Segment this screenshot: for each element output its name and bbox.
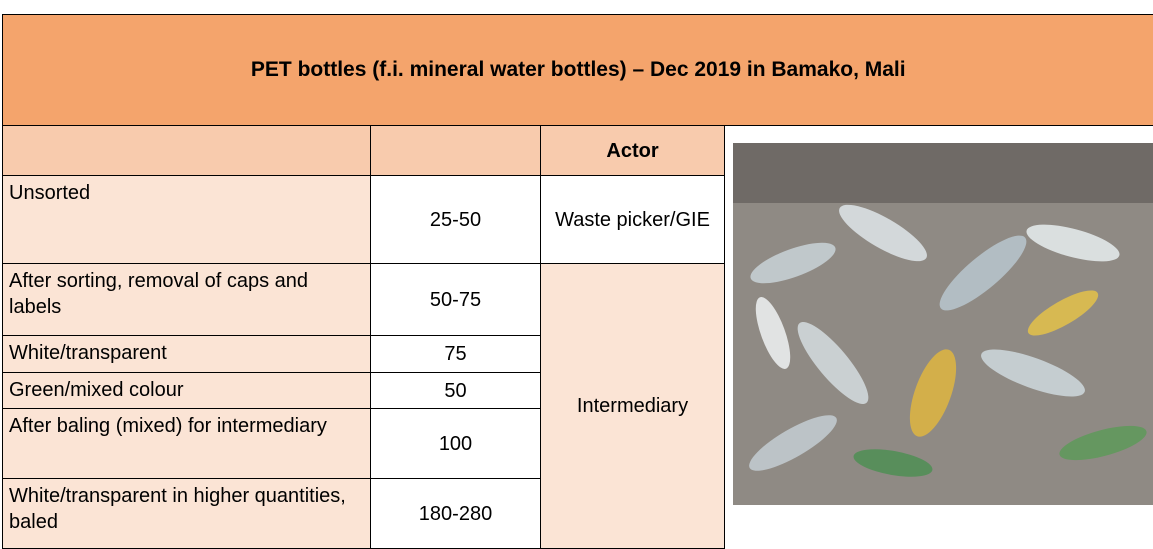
item-cell: Green/mixed colour (3, 373, 371, 409)
photo-cell (725, 126, 1153, 549)
item-cell: White/transparent (3, 336, 371, 373)
price-cell: 75 (371, 336, 541, 373)
page: PET bottles (f.i. mineral water bottles)… (0, 0, 1153, 545)
actor-cell: Intermediary (541, 264, 725, 549)
price-cell: 180-280 (371, 479, 541, 549)
item-cell: After sorting, removal of caps and label… (3, 264, 371, 336)
title-row: PET bottles (f.i. mineral water bottles)… (3, 15, 1153, 126)
photo (733, 143, 1153, 505)
item-cell: White/transparent in higher quantities, … (3, 479, 371, 549)
price-table: PET bottles (f.i. mineral water bottles)… (2, 14, 1153, 549)
price-cell: 25-50 (371, 176, 541, 264)
item-cell: Unsorted (3, 176, 371, 264)
price-cell: 100 (371, 409, 541, 479)
table-title: PET bottles (f.i. mineral water bottles)… (3, 15, 1153, 126)
header-cell: Actor (541, 126, 725, 176)
item-cell: After baling (mixed) for intermediary (3, 409, 371, 479)
actor-cell: Waste picker/GIE (541, 176, 725, 264)
header-cell (3, 126, 371, 176)
header-row: Actor (3, 126, 1153, 176)
header-cell (371, 126, 541, 176)
price-cell: 50-75 (371, 264, 541, 336)
price-cell: 50 (371, 373, 541, 409)
